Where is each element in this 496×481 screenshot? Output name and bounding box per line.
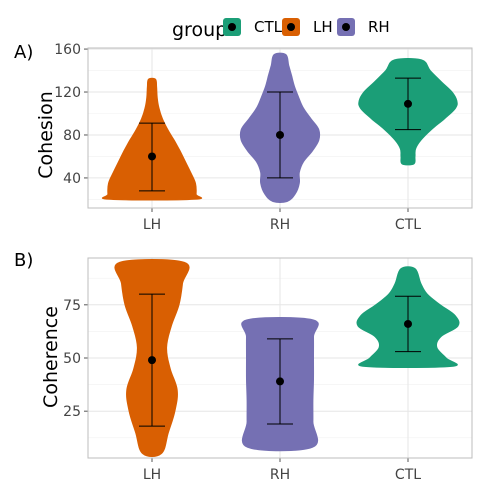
legend-label-ctl: CTL [254, 18, 283, 36]
panel-border [87, 47, 473, 209]
mean-point-lh [148, 356, 156, 365]
x-tick-label: LH [143, 467, 161, 481]
legend-point-ctl [228, 23, 236, 31]
mean-point-ctl [404, 99, 412, 108]
y-tick-label: 50 [63, 351, 81, 367]
legend-title: group [172, 19, 227, 41]
panel-a: A) Cohesion 40 80 120 160 LH RH CTL [14, 42, 473, 233]
x-tick-label: RH [270, 467, 290, 481]
legend-label-lh: LH [313, 18, 333, 36]
legend-items: CTL LH RH [223, 18, 390, 36]
y-tick-label: 80 [63, 128, 81, 144]
y-tick-label: 120 [54, 85, 81, 101]
panel-border [87, 257, 473, 459]
legend: group CTL LH RH [172, 18, 390, 41]
mean-point-ctl [404, 319, 412, 328]
legend-point-lh [287, 23, 295, 31]
x-tick-label: LH [143, 217, 161, 233]
legend-key-lh: LH [282, 18, 333, 36]
x-tick-label: CTL [395, 217, 421, 233]
panel-a-tag: A) [14, 42, 33, 63]
y-tick-label: 160 [54, 42, 81, 58]
panel-a-plot: 40 80 120 160 LH RH CTL [54, 42, 473, 233]
legend-point-rh [342, 23, 350, 31]
mean-point-rh [276, 130, 284, 139]
mean-point-rh [276, 377, 284, 386]
legend-label-rh: RH [368, 18, 390, 36]
x-tick-label: RH [270, 217, 290, 233]
y-tick-label: 75 [63, 298, 81, 314]
mean-point-lh [148, 152, 156, 161]
y-tick-label: 25 [63, 404, 81, 420]
panel-b-y-axis-title: Coherence [40, 306, 62, 408]
x-tick-label: CTL [395, 467, 421, 481]
legend-key-ctl: CTL [223, 18, 283, 36]
panel-b-tag: B) [14, 250, 33, 271]
panel-b: B) Coherence 25 50 75 LH RH CTL [14, 250, 473, 481]
panel-b-plot: 25 50 75 LH RH CTL [63, 257, 473, 481]
panel-a-y-axis-title: Cohesion [35, 91, 57, 178]
y-tick-label: 40 [63, 171, 81, 187]
legend-key-rh: RH [337, 18, 390, 36]
